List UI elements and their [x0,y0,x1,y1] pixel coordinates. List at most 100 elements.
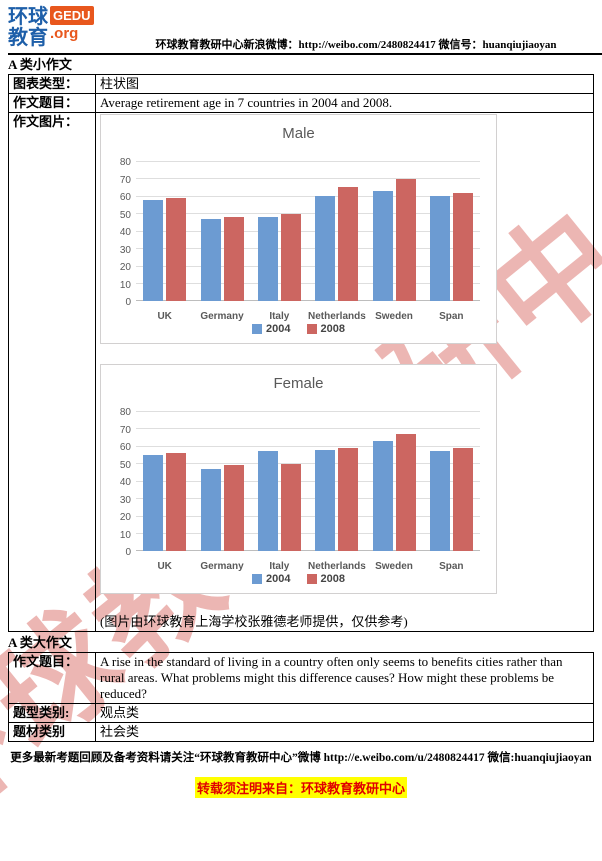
bar-2008-Netherlands [338,187,359,301]
y-tick-label: 0 [125,297,131,308]
table-row: 作文图片： Male 0 10 20 30 40 50 60 70 80 UK Germany Ital… [8,112,594,632]
logo-line1: 环球 [8,4,48,28]
gridline [136,248,480,249]
legend-item-2004: 2004 [252,321,291,337]
chart-legend: 2004 2008 [101,321,496,337]
x-tick-label: Netherlands [308,561,366,572]
large-essay-heading: A 类大作文 [8,635,72,650]
table-row: 题型类别: 观点类 [8,703,594,723]
x-tick-label: Germany [200,561,244,572]
table-row: 图表类型： 柱状图 [8,74,594,94]
bar-2004-Germany [200,468,221,551]
plot-area [136,410,480,551]
bar-2008-Sweden [395,433,416,551]
gridline [136,195,480,197]
image-credit-caption: (图片由环球教育上海学校张雅德老师提供，仅供参考) [100,614,408,629]
gridline [136,300,480,301]
gridline [136,480,480,482]
chart-type-value: 柱状图 [95,74,594,94]
gridline [136,445,480,447]
x-tick-label: Sweden [375,561,413,572]
essay-topic-label: 作文题目： [8,652,96,704]
x-tick-label: Span [439,311,464,322]
bar-2004-UK [143,199,164,301]
gedu-logo: 环球 教育 GEDU .org [8,6,94,48]
logo-org-suffix: .org [50,25,79,42]
bar-2008-Germany [223,217,244,301]
gridline [136,533,480,534]
subject-type-label: 题材类别 [8,722,96,742]
gridline [136,213,480,214]
gridline [136,410,480,412]
essay-topic-label: 作文题目： [8,93,96,113]
chart-legend: 2004 2008 [101,571,496,587]
chart-type-label: 图表类型： [8,74,96,94]
bar-2008-Italy [280,463,301,551]
y-tick-label: 10 [119,279,131,291]
y-tick-label: 70 [119,424,131,436]
bar-2004-Italy [257,451,278,551]
logo-line2: 教育 [8,25,48,49]
x-tick-label: UK [157,311,172,322]
subject-type-value: 社会类 [95,722,594,742]
bar-2008-Span [452,192,473,301]
essay-image-cell: Male 0 10 20 30 40 50 60 70 80 UK Germany Italy Nethe… [95,112,594,632]
essay-topic-value: Average retirement age in 7 countries in… [95,93,594,113]
x-tick-label: Italy [269,311,290,322]
bar-2004-UK [143,454,164,551]
female-chart: Female 0 10 20 30 40 50 60 70 80 UK Germany Italy Net… [100,364,497,594]
bar-2008-Netherlands [338,447,359,551]
y-tick-label: 80 [119,407,131,418]
y-tick-label: 40 [119,477,131,488]
header-rule [8,53,602,55]
reprint-notice-wrap: 转载须注明来自：环球教育教研中心 [0,777,602,798]
gridline [136,550,480,551]
bar-2008-Span [452,447,473,551]
gridline [136,428,480,429]
x-tick-label: UK [157,561,172,572]
table-row: 作文题目： A rise in the standard of living i… [8,652,594,704]
bar-2004-Span [429,451,450,551]
legend-label: 2004 [266,323,291,335]
logo-gedu-badge: GEDU [50,6,94,25]
bar-2008-Germany [223,465,244,551]
legend-label: 2008 [320,573,345,585]
y-tick-label: 50 [119,459,131,471]
question-type-value: 观点类 [95,703,594,723]
y-tick-label: 40 [119,227,131,238]
essay-topic-value: A rise in the standard of living in a co… [95,652,594,704]
bar-2004-Italy [257,217,278,301]
legend-item-2004: 2004 [252,571,291,587]
y-tick-label: 70 [119,174,131,186]
small-essay-table: 图表类型： 柱状图 作文题目： Average retirement age i… [8,74,594,632]
legend-swatch [252,324,263,334]
x-tick-label: Span [439,561,464,572]
essay-image-label: 作文图片： [8,112,96,632]
header-contact-info: 环球教育教研中心新浪微博：http://weibo.com/2480824417… [155,39,557,51]
logo-chinese-text: 环球 教育 [8,6,48,48]
y-tick-label: 50 [119,209,131,221]
gridline [136,265,480,267]
gridline [136,230,480,232]
chart-title: Male [282,125,315,142]
gridline [136,498,480,499]
bar-2004-Netherlands [315,449,336,551]
y-tick-label: 20 [119,512,131,523]
reprint-notice: 转载须注明来自：环球教育教研中心 [194,777,407,798]
legend-swatch [306,574,317,584]
gridline [136,283,480,284]
x-tick-label: Sweden [375,311,413,322]
y-tick-label: 30 [119,494,131,506]
legend-label: 2008 [320,323,345,335]
plot-area [136,160,480,301]
gridline [136,160,480,162]
male-chart: Male 0 10 20 30 40 50 60 70 80 UK Germany Italy Nethe… [100,114,497,344]
legend-item-2008: 2008 [306,321,345,337]
question-type-label: 题型类别: [8,703,96,723]
bar-2004-Sweden [372,190,393,301]
gridline [136,515,480,517]
bar-2004-Germany [200,218,221,301]
legend-item-2008: 2008 [306,571,345,587]
table-row: 题材类别 社会类 [8,722,594,742]
y-tick-label: 80 [119,157,131,168]
